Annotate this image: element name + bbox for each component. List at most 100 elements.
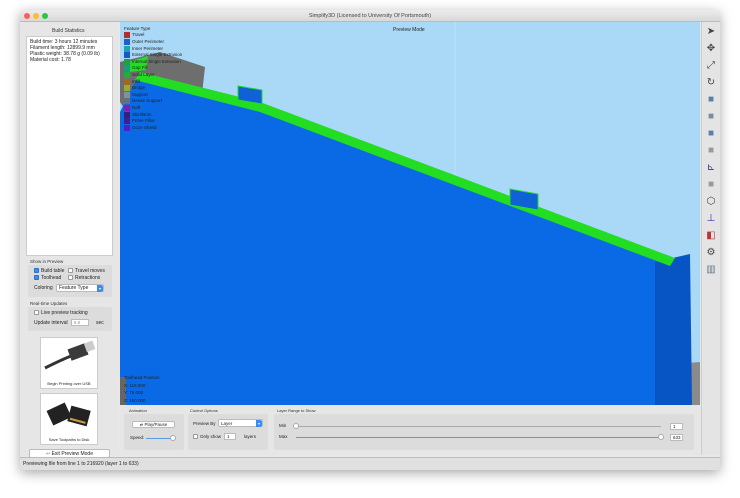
legend-label: Internal Single Extrusion: [132, 58, 181, 64]
legend-swatch: [124, 98, 130, 105]
legend-title: Feature Type: [124, 26, 151, 31]
min-label: Min: [279, 423, 287, 428]
gallery-icon[interactable]: ▥: [706, 264, 716, 275]
legend-swatch: [124, 65, 130, 72]
usb-cable-icon: [44, 340, 96, 370]
model-3d-view: [120, 22, 700, 405]
min-slider[interactable]: [296, 426, 661, 427]
toolhead-icon[interactable]: ⊥: [706, 213, 716, 224]
view-top-icon[interactable]: ■: [707, 145, 715, 156]
legend-label: External Single Extrusion: [132, 52, 183, 58]
speed-knob[interactable]: [170, 435, 176, 441]
only-show-input[interactable]: 1: [224, 433, 236, 440]
animation-title: Animation: [129, 408, 147, 413]
legend-item: Bridge: [124, 85, 182, 92]
legend-item: Travel: [124, 32, 182, 39]
realtime-group: Live preview tracking Update interval 5.…: [28, 307, 112, 331]
toolhead-z: Z: 160.000: [124, 397, 146, 403]
legend-swatch: [124, 118, 130, 125]
legend-label: Ooze Shield: [132, 124, 157, 130]
status-bar: Previewing file from line 1 to 216920 (l…: [20, 457, 720, 470]
legend-label: Gap Fill: [132, 65, 148, 71]
legend-item: Skirt/Brim: [124, 111, 182, 119]
stat-line: Filament length: 12899.9 mm: [30, 45, 95, 51]
legend-swatch: [124, 52, 130, 59]
legend-item: Support: [124, 91, 182, 99]
left-panel: Build Statistics Build time: 3 hours 12 …: [20, 22, 119, 458]
scale-icon[interactable]: ⤢: [707, 60, 715, 71]
legend-swatch: [124, 104, 130, 111]
coloring-select[interactable]: Feature Type ▾: [56, 284, 104, 292]
preview-by-label: Preview By: [193, 421, 216, 426]
window-title: Simplify3D (Licensed to University Of Po…: [308, 13, 432, 19]
legend-swatch: [124, 85, 130, 92]
minimize-icon[interactable]: [33, 13, 39, 19]
interval-input[interactable]: 5.0: [71, 319, 89, 326]
speed-slider[interactable]: [146, 438, 172, 439]
layers-label: layers: [244, 434, 257, 439]
max-knob[interactable]: [658, 434, 664, 440]
legend-label: Prime Pillar: [132, 118, 156, 124]
rotate-icon[interactable]: ↻: [706, 77, 716, 88]
axes-icon[interactable]: ⊾: [706, 162, 716, 173]
travel-moves-checkbox[interactable]: Travel moves: [68, 268, 105, 274]
min-input[interactable]: 1: [670, 423, 683, 430]
save-disk-card[interactable]: Save Toolpaths to Disk: [40, 393, 98, 445]
solid-view-icon[interactable]: ■: [707, 179, 715, 190]
close-icon[interactable]: [24, 13, 30, 19]
legend-swatch: [124, 91, 130, 98]
legend-label: Travel: [132, 32, 145, 38]
toolhead-position: Toolhead Position X: 115.000 Y: 75.000 Z…: [124, 375, 160, 403]
play-pause-button[interactable]: ⏯ Play/Pause: [132, 421, 175, 428]
build-statistics-title: Build Statistics: [52, 28, 85, 34]
section-icon[interactable]: ◧: [706, 230, 716, 241]
only-show-checkbox[interactable]: Only show: [193, 434, 221, 440]
maximize-icon[interactable]: [42, 13, 48, 19]
legend-label: Support: [132, 91, 148, 97]
move-icon[interactable]: ✥: [706, 43, 716, 54]
wireframe-icon[interactable]: ⬡: [706, 196, 716, 207]
print-usb-card[interactable]: Begin Printing over USB: [40, 337, 98, 389]
legend-label: Solid Layer: [132, 72, 155, 78]
legend-label: Raft: [132, 105, 141, 111]
settings-icon[interactable]: ⚙: [706, 247, 716, 258]
live-tracking-checkbox[interactable]: Live preview tracking: [34, 310, 88, 316]
preview-by-select[interactable]: Layer ▾: [218, 419, 263, 427]
chevron-down-icon: ▾: [97, 285, 103, 292]
toolhead-y: Y: 75.000: [124, 390, 144, 395]
legend-item: Solid Layer: [124, 71, 182, 79]
show-in-preview-group: Build table Travel moves Toolhead Retrac…: [28, 265, 112, 297]
view-side-icon[interactable]: ■: [707, 128, 715, 139]
legend-item: Gap Fill: [124, 65, 182, 72]
stat-line: Material cost: 1.78: [30, 57, 71, 63]
legend-label: Outer Perimeter: [132, 39, 165, 45]
max-input[interactable]: 633: [670, 434, 683, 441]
cursor-icon[interactable]: ➤: [706, 26, 716, 37]
legend-item: Ooze Shield: [124, 124, 182, 132]
toolhead-checkbox[interactable]: Toolhead: [34, 275, 61, 281]
legend-item: Dense Support: [124, 98, 182, 105]
max-slider[interactable]: [296, 437, 661, 438]
legend-swatch: [124, 45, 130, 52]
min-knob[interactable]: [293, 423, 299, 429]
retractions-checkbox[interactable]: Retractions: [68, 275, 100, 281]
preview-viewport[interactable]: Feature Type Travel Outer Perimeter Inner …: [120, 22, 700, 405]
legend-swatch: [124, 124, 130, 131]
sd-card-icon: [46, 402, 91, 427]
feature-legend: Feature Type Travel Outer Perimeter Inner …: [124, 26, 182, 131]
realtime-title: Real-time Updates: [30, 301, 68, 306]
legend-item: External Single Extrusion: [124, 52, 182, 59]
speed-label: Speed:: [130, 435, 145, 440]
legend-item: Outer Perimeter: [124, 39, 182, 46]
interval-label: Update interval: [34, 320, 68, 326]
legend-swatch: [124, 78, 130, 85]
legend-label: Inner Perimeter: [132, 45, 164, 51]
view-iso-icon[interactable]: ■: [707, 94, 715, 105]
build-table-checkbox[interactable]: Build table: [34, 268, 64, 274]
control-title: Control Options: [190, 408, 218, 413]
stat-line: Build time: 3 hours 12 minutes: [30, 39, 98, 45]
legend-item: Internal Single Extrusion: [124, 58, 182, 66]
stat-line: Plastic weight: 38.78 g (0.09 lb): [30, 51, 100, 57]
view-front-icon[interactable]: ■: [707, 111, 715, 122]
legend-item: Inner Perimeter: [124, 45, 182, 53]
